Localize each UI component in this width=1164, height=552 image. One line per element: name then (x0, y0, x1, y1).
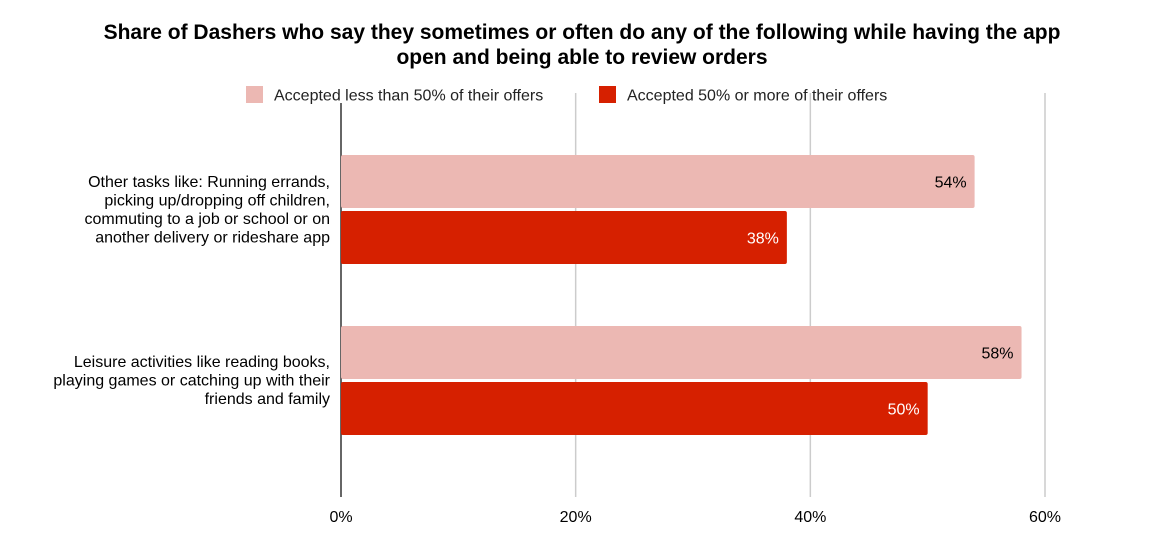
category-label: another delivery or rideshare app (95, 229, 330, 246)
x-tick-label: 60% (1029, 509, 1061, 526)
x-tick-labels: 0% 20% 40% 60% (329, 509, 1061, 526)
chart-title: Share of Dashers who say they sometimes … (104, 21, 1061, 69)
legend-label: Accepted 50% or more of their offers (627, 88, 887, 105)
category-label: picking up/dropping off children, (104, 192, 330, 209)
bars (341, 155, 1022, 435)
data-label: 58% (982, 346, 1014, 363)
bar (341, 155, 975, 208)
gridlines (340, 93, 1046, 497)
chart-title-line: open and being able to review orders (396, 46, 767, 69)
legend-swatch (246, 86, 263, 103)
data-label: 50% (888, 402, 920, 419)
bar (341, 211, 787, 264)
legend-swatch (599, 86, 616, 103)
data-label: 54% (935, 175, 967, 192)
x-tick-label: 0% (329, 509, 352, 526)
data-label: 38% (747, 231, 779, 248)
x-tick-label: 40% (794, 509, 826, 526)
category-label: Other tasks like: Running errands, (88, 174, 330, 191)
legend: Accepted less than 50% of their offers Ac… (246, 86, 887, 105)
data-labels: 54% 38% 58% 50% (747, 175, 1014, 419)
bar (341, 382, 928, 435)
category-label: Leisure activities like reading books, (74, 354, 330, 371)
category-label: playing games or catching up with their (53, 373, 330, 390)
x-tick-label: 20% (560, 509, 592, 526)
chart-title-line: Share of Dashers who say they sometimes … (104, 21, 1061, 44)
bar (341, 326, 1022, 379)
category-label: commuting to a job or school or on (85, 211, 330, 228)
category-label: friends and family (205, 391, 330, 408)
legend-label: Accepted less than 50% of their offers (274, 88, 543, 105)
category-labels: Other tasks like: Running errands,pickin… (53, 174, 330, 408)
